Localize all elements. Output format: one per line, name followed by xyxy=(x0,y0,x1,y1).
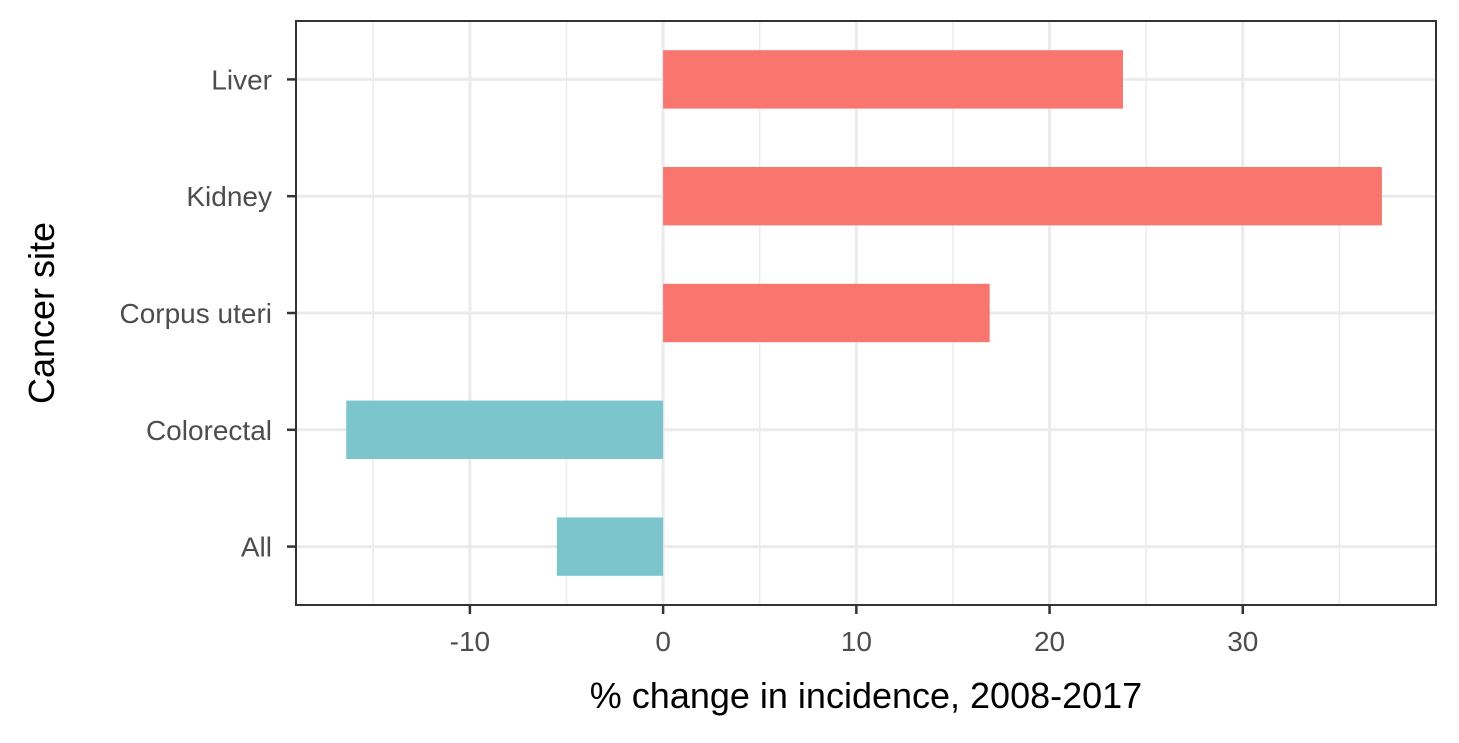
x-axis: -10 0 10 20 30 xyxy=(450,605,1258,657)
bar-kidney xyxy=(663,167,1382,226)
y-tick-label: Corpus uteri xyxy=(119,298,272,329)
bars xyxy=(346,50,1382,576)
y-axis-title: Cancer site xyxy=(21,222,62,404)
y-tick-label: Liver xyxy=(211,64,272,95)
x-tick-label: 20 xyxy=(1034,626,1065,657)
y-tick-label: Colorectal xyxy=(146,415,272,446)
x-tick-label: 10 xyxy=(841,626,872,657)
y-tick-label: Kidney xyxy=(186,181,272,212)
bar-liver xyxy=(663,50,1123,109)
y-tick-label: All xyxy=(241,532,272,563)
y-axis: All Colorectal Corpus uteri Kidney Liver xyxy=(119,64,296,563)
bar-all xyxy=(556,517,664,576)
x-tick-label: -10 xyxy=(450,626,490,657)
bar-corpus-uteri xyxy=(663,283,990,343)
x-axis-title: % change in incidence, 2008-2017 xyxy=(590,675,1142,716)
bar-colorectal xyxy=(346,400,664,459)
x-tick-label: 0 xyxy=(655,626,671,657)
x-tick-label: 30 xyxy=(1227,626,1258,657)
